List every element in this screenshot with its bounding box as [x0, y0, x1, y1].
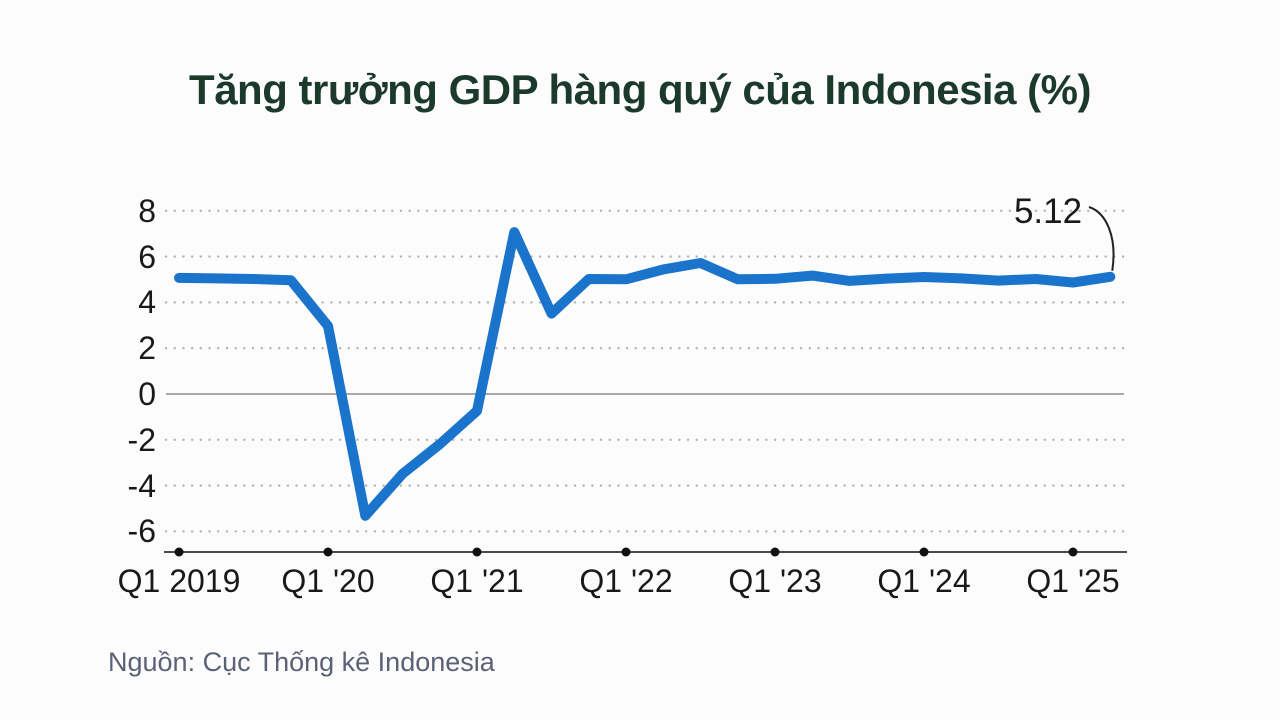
x-axis-tick-dot [919, 547, 929, 557]
x-axis-tick-label: Q1 '22 [579, 563, 673, 599]
annotation-last-value: 5.12 [1013, 192, 1083, 231]
gdp-data-line [174, 227, 1116, 521]
source-note: Nguồn: Cục Thống kê Indonesia [108, 647, 495, 677]
y-axis-tick-label: 8 [138, 192, 156, 229]
y-axis-tick-label: 2 [138, 330, 156, 367]
y-axis-tick-label: -6 [127, 513, 156, 550]
y-axis-tick-label: 6 [138, 238, 156, 275]
y-axis-tick-label: -2 [127, 421, 156, 458]
y-axis-tick-label: 4 [138, 284, 156, 321]
x-axis-tick-label: Q1 '25 [1026, 563, 1120, 599]
y-axis-tick-label: -4 [127, 467, 156, 504]
y-axis-tick-label: 0 [138, 376, 156, 412]
x-axis-tick-label: Q1 '23 [728, 563, 822, 599]
x-axis-tick-dot [472, 547, 482, 557]
x-axis-tick-dot [770, 547, 780, 557]
x-axis-tick-label: Q1 '20 [281, 563, 375, 599]
x-axis-tick-label: Q1 2019 [117, 563, 241, 599]
x-axis-tick-dot [323, 547, 333, 557]
x-axis-tick-label: Q1 '21 [430, 563, 524, 599]
annotation-connector [1088, 206, 1115, 271]
chart-title: Tăng trưởng GDP hàng quý của Indonesia (… [189, 66, 1091, 113]
x-axis-tick-dot [1068, 547, 1078, 557]
x-axis-tick-dot [621, 547, 631, 557]
x-axis-tick-label: Q1 '24 [877, 563, 971, 599]
x-axis-tick-dot [174, 547, 184, 557]
